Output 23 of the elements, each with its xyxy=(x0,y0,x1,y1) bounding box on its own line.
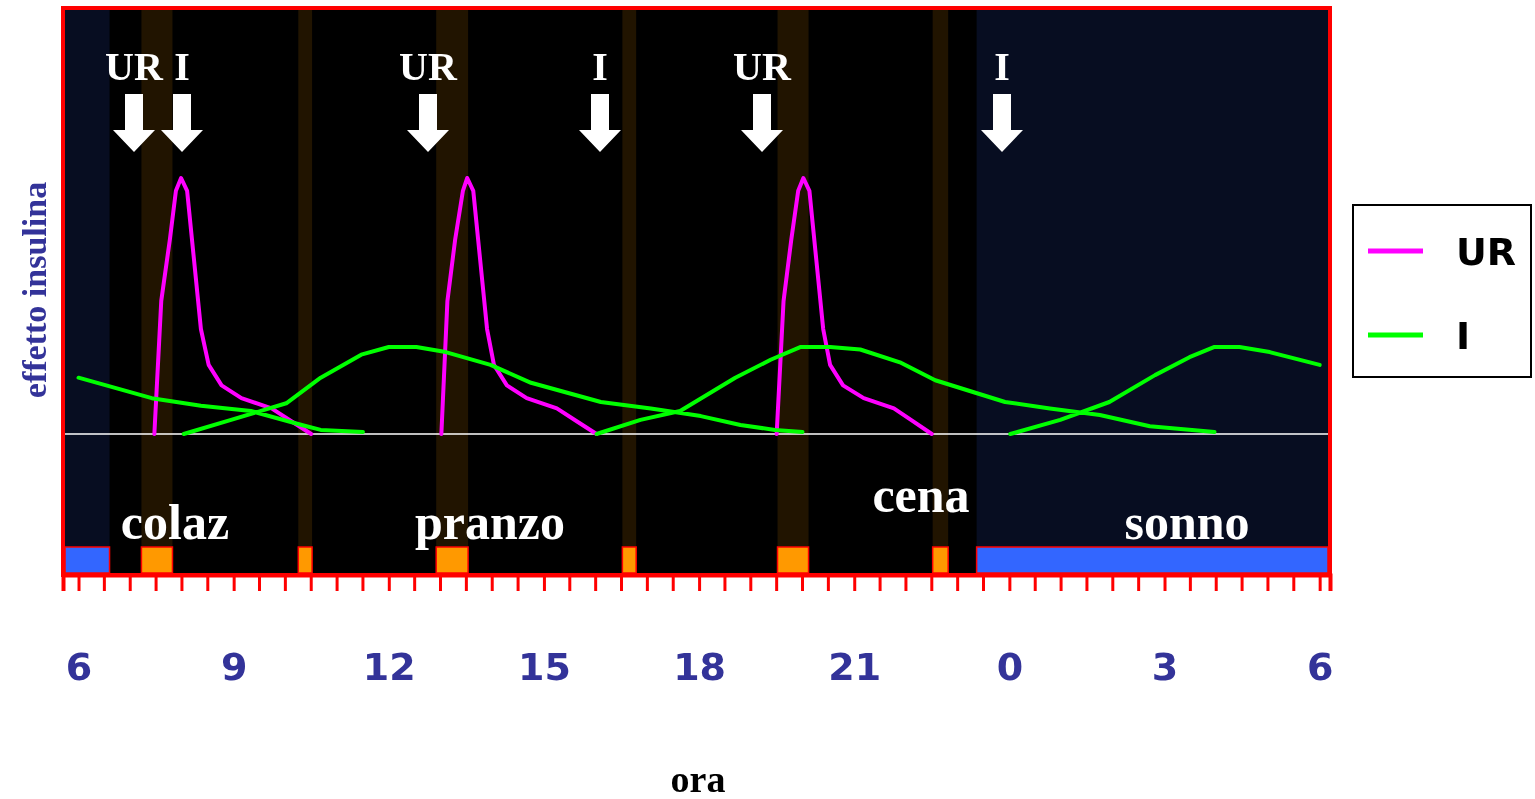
y-axis-title: effetto insulina xyxy=(16,181,53,399)
x-tick-label: 15 xyxy=(518,644,571,689)
text: colaz xyxy=(120,494,230,550)
legend-label: I xyxy=(1456,314,1471,358)
x-axis-title: ora xyxy=(670,758,726,799)
text: sonno xyxy=(1124,494,1250,550)
x-tick-label: 9 xyxy=(220,644,248,689)
text: I xyxy=(994,44,1010,89)
x-tick-label: 6 xyxy=(65,644,93,689)
text: cena xyxy=(872,467,970,523)
x-tick-label: 12 xyxy=(362,644,416,689)
text: I xyxy=(592,44,608,89)
x-tick-label: 3 xyxy=(1151,644,1179,689)
legend-label: UR xyxy=(1456,230,1517,274)
text: UR xyxy=(105,44,164,89)
x-tick-label: 18 xyxy=(673,644,727,689)
x-tick-label: 21 xyxy=(828,644,882,689)
text: pranzo xyxy=(415,494,565,550)
text: I xyxy=(174,44,190,89)
text: UR xyxy=(399,44,458,89)
x-tick-label: 0 xyxy=(996,644,1024,689)
text: UR xyxy=(733,44,792,89)
x-tick-label: 6 xyxy=(1306,644,1334,689)
